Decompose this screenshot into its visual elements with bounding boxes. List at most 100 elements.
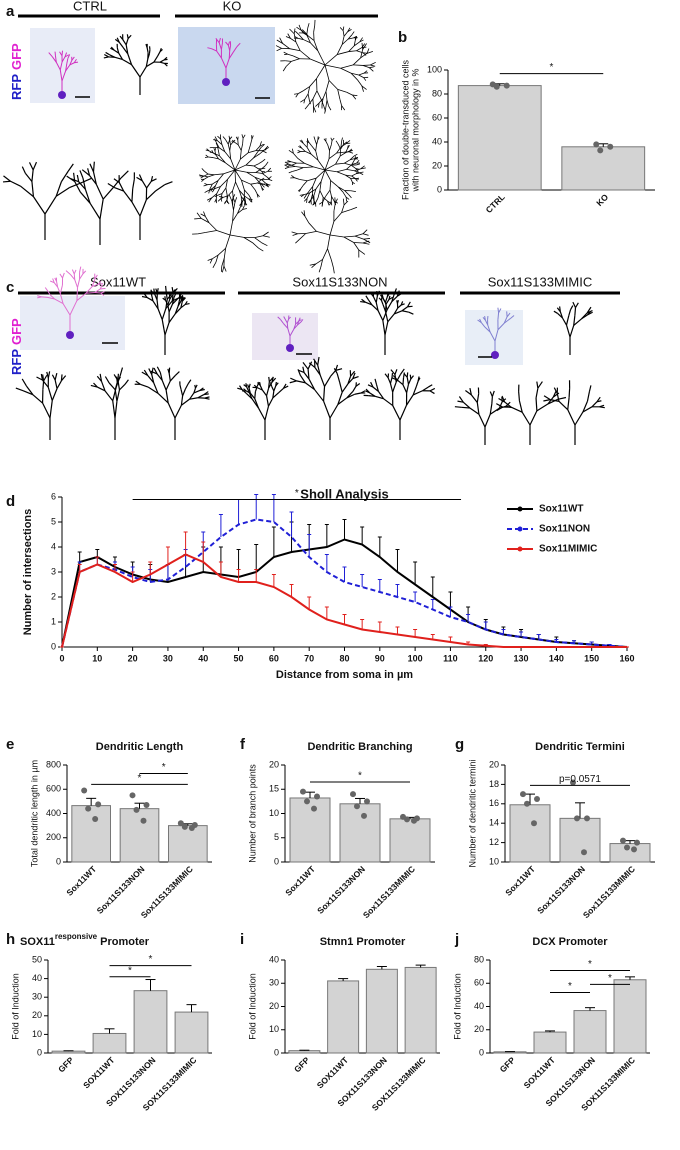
neuron-tracing — [179, 384, 182, 390]
neuron-tracing — [361, 85, 367, 90]
neuron-tracing — [225, 58, 230, 69]
neuron-tracing — [125, 38, 129, 45]
neuron-tracing — [203, 173, 209, 177]
neuron-tracing — [225, 179, 228, 189]
neuron-tracing — [543, 399, 551, 402]
neuron-tracing — [324, 64, 341, 69]
neuron-tracing — [261, 187, 263, 191]
data-point — [361, 812, 367, 819]
y-axis-label: Total dendritic length in µm — [29, 760, 39, 867]
neuron-tracing — [229, 221, 233, 236]
neuron-tracing — [204, 170, 209, 175]
neuron-tracing — [356, 47, 363, 52]
neuron-tracing — [220, 57, 227, 69]
neuron-tracing — [331, 137, 335, 141]
neuron-tracing — [288, 171, 293, 174]
neuron-tracing — [215, 142, 218, 146]
neuron-tracing — [238, 190, 245, 197]
neuron-tracing — [324, 169, 332, 181]
neuron-tracing — [36, 376, 43, 381]
neuron-tracing — [220, 179, 228, 187]
y-tick-label: 200 — [46, 832, 61, 842]
neuron-tracing — [25, 385, 34, 396]
neuron-tracing — [262, 173, 267, 178]
neuron-tracing — [119, 384, 126, 391]
neuron-tracing — [366, 50, 374, 54]
neuron-tracing — [329, 189, 332, 197]
neuron-tracing — [309, 263, 316, 266]
neuron-tracing — [167, 304, 170, 312]
neuron-tracing — [596, 400, 602, 403]
neuron-tracing — [70, 178, 79, 183]
neuron-tracing — [596, 396, 601, 403]
neuron-tracing — [399, 404, 408, 421]
neuron-tracing — [189, 397, 198, 400]
neuron-tracing — [100, 381, 106, 392]
neuron-tracing — [139, 66, 147, 78]
neuron-tracing — [374, 395, 384, 400]
neuron-tracing — [506, 312, 511, 318]
neuron-tracing — [337, 51, 349, 55]
neuron-tracing — [360, 167, 366, 170]
neuron-tracing — [55, 186, 71, 197]
title-main: Dendritic Termini — [535, 741, 625, 753]
neuron-tracing — [181, 398, 190, 406]
neuron-tracing — [239, 385, 243, 390]
neuron-tracing — [484, 315, 486, 321]
neuron-tracing — [229, 140, 231, 146]
neuron-tracing — [250, 182, 258, 185]
soma — [222, 78, 230, 86]
y-tick-label: 0 — [37, 1047, 42, 1057]
neuron-tracing — [172, 298, 178, 305]
neuron-tracing — [325, 91, 328, 101]
data-point — [584, 815, 590, 822]
neuron-tracing — [312, 99, 314, 107]
y-tick-label: 3 — [51, 566, 56, 576]
neuron-tracing — [104, 390, 114, 402]
neuron-tracing — [159, 48, 163, 53]
neuron-tracing — [369, 392, 376, 397]
significance-label: * — [128, 965, 132, 976]
neuron-tracing — [337, 392, 343, 405]
neuron-tracing — [82, 177, 86, 190]
neuron-tracing — [314, 389, 325, 402]
neuron-tracing — [200, 218, 210, 224]
neuron-tracing — [242, 205, 245, 210]
neuron-tracing — [205, 216, 210, 223]
y-tick-label: 0 — [56, 856, 61, 866]
neuron-tracing — [306, 147, 312, 155]
neuron-tracing — [135, 380, 141, 385]
neuron-tracing — [299, 194, 305, 196]
bar — [288, 1050, 321, 1054]
neuron-tracing — [375, 384, 379, 392]
neuron-tracing — [79, 191, 91, 204]
neuron-tracing — [222, 136, 226, 140]
neuron-tracing — [429, 387, 436, 392]
neuron-tracing — [461, 406, 470, 409]
neuron-tracing — [177, 300, 182, 307]
neuron-tracing — [213, 186, 221, 190]
neuron-tracing — [574, 307, 577, 316]
neuron-tracing — [155, 184, 165, 192]
neuron-tracing — [349, 150, 353, 152]
neuron-tracing — [218, 147, 225, 152]
neuron-tracing — [61, 50, 64, 56]
neuron-tracing — [303, 198, 308, 202]
significance-label: * — [295, 488, 299, 499]
neuron-tracing — [496, 403, 503, 408]
neuron-tracing — [59, 285, 63, 294]
neuron-tracing — [350, 190, 356, 193]
neuron-tracing — [217, 149, 220, 156]
neuron-tracing — [568, 388, 571, 398]
neuron-tracing — [339, 27, 344, 31]
neuron-tracing — [337, 397, 348, 405]
neuron-tracing — [375, 302, 379, 311]
neuron-tracing — [313, 106, 317, 113]
neuron-tracing — [393, 307, 399, 315]
neuron-tracing — [358, 74, 364, 78]
neuron-tracing — [59, 273, 63, 279]
neuron-tracing — [329, 234, 344, 238]
neuron-tracing — [65, 270, 71, 275]
neuron-tracing — [254, 237, 262, 244]
neuron-tracing — [324, 54, 338, 66]
